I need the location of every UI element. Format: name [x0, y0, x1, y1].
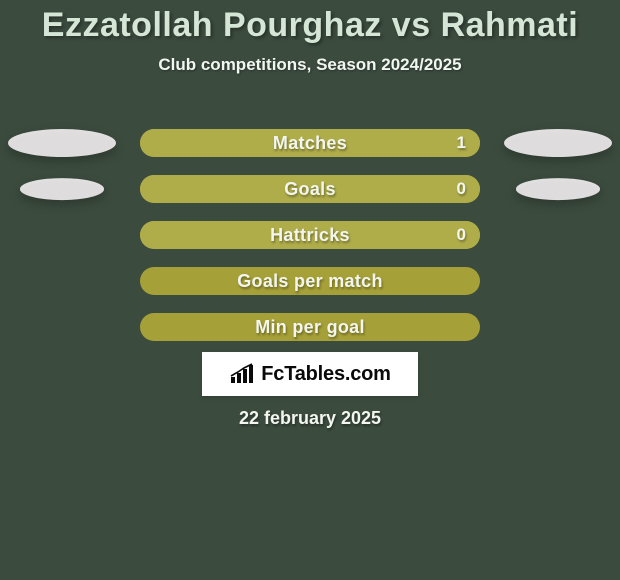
stat-row-goals-per-match: Goals per match — [0, 258, 620, 304]
stat-bar: Matches 1 — [140, 129, 480, 157]
page-title: Ezzatollah Pourghaz vs Rahmati — [0, 0, 620, 45]
stat-rows: Matches 1 Goals 0 Hattricks 0 — [0, 120, 620, 350]
stat-label: Matches — [273, 133, 347, 154]
left-marker — [20, 178, 104, 200]
comparison-infographic: Ezzatollah Pourghaz vs Rahmati Club comp… — [0, 0, 620, 580]
right-marker — [516, 178, 600, 200]
watermark-box: FcTables.com — [202, 352, 418, 396]
page-subtitle: Club competitions, Season 2024/2025 — [0, 55, 620, 75]
stat-bar: Min per goal — [140, 313, 480, 341]
right-marker — [504, 129, 612, 157]
stat-bar: Goals per match — [140, 267, 480, 295]
stat-bar: Goals 0 — [140, 175, 480, 203]
stat-value: 0 — [457, 225, 466, 245]
stat-label: Goals — [284, 179, 336, 200]
watermark-text: FcTables.com — [261, 363, 391, 386]
stat-row-goals: Goals 0 — [0, 166, 620, 212]
stat-bar: Hattricks 0 — [140, 221, 480, 249]
date-label: 22 february 2025 — [0, 408, 620, 429]
stat-label: Goals per match — [237, 271, 383, 292]
left-marker — [8, 129, 116, 157]
stat-label: Hattricks — [270, 225, 350, 246]
stat-label: Min per goal — [255, 317, 365, 338]
stat-value: 0 — [457, 179, 466, 199]
stat-value: 1 — [457, 133, 466, 153]
bar-chart-icon — [229, 363, 255, 385]
stat-row-matches: Matches 1 — [0, 120, 620, 166]
stat-row-min-per-goal: Min per goal — [0, 304, 620, 350]
stat-row-hattricks: Hattricks 0 — [0, 212, 620, 258]
